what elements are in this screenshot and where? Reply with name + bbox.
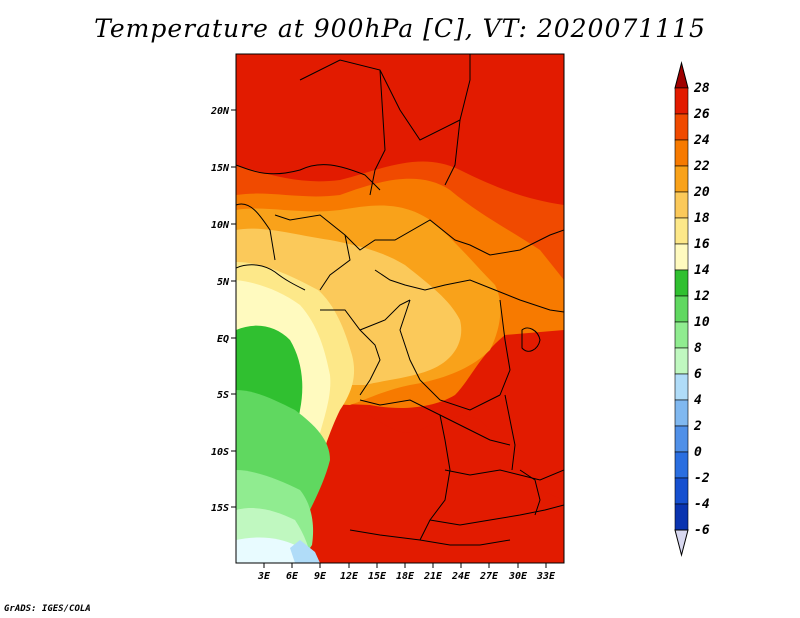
colorbar-label: 24 bbox=[693, 133, 710, 148]
lon-tick-label: 21E bbox=[423, 571, 443, 582]
colorbar-label: -4 bbox=[694, 497, 710, 512]
colorbar-box bbox=[674, 321, 689, 349]
lat-tick-label: 15S bbox=[211, 503, 229, 514]
colorbar-box bbox=[674, 243, 689, 271]
map-title: Temperature at 900hPa [C], VT: 202007111… bbox=[94, 14, 706, 43]
colorbar-label: 6 bbox=[694, 367, 702, 382]
country-borders bbox=[236, 54, 564, 546]
colorbar-label: 14 bbox=[694, 263, 710, 278]
colorbar-label: 2 bbox=[693, 419, 702, 434]
colorbar-label: -6 bbox=[694, 523, 710, 538]
lat-tick-label: 10S bbox=[211, 447, 229, 458]
colorbar-label: 4 bbox=[694, 393, 702, 408]
colorbar-label: 10 bbox=[694, 315, 710, 330]
colorbar-label: 12 bbox=[694, 289, 710, 304]
lat-tick-label: EQ bbox=[217, 334, 229, 345]
lat-tick-label: 10N bbox=[211, 220, 230, 231]
colorbar-label: 8 bbox=[694, 341, 702, 356]
colorbar-box bbox=[674, 269, 689, 297]
colorbar-box bbox=[674, 165, 689, 193]
colorbar-box bbox=[674, 399, 689, 427]
lon-tick-label: 3E bbox=[257, 571, 271, 582]
lon-tick-label: 27E bbox=[479, 571, 499, 582]
colorbar-box bbox=[674, 503, 689, 531]
footer-credit: GrADS: IGES/COLA bbox=[4, 604, 91, 614]
lon-tick-label: 15E bbox=[368, 571, 387, 582]
colorbar-box bbox=[674, 113, 689, 141]
colorbar-label: 16 bbox=[694, 237, 710, 252]
colorbar-cap-bottom bbox=[674, 529, 689, 557]
lat-tick-label: 5N bbox=[217, 277, 230, 288]
colorbar-box bbox=[674, 217, 689, 245]
lon-axis: 3E 6E 9E 12E 15E 18E 21E 24E 27E 30E 33E bbox=[257, 563, 556, 582]
map-frame bbox=[235, 53, 565, 564]
colorbar-label: 20 bbox=[693, 185, 710, 200]
colorbar-box bbox=[674, 87, 689, 115]
colorbar-label: 26 bbox=[693, 107, 710, 122]
colorbar-box bbox=[674, 373, 689, 401]
colorbar-label: 28 bbox=[693, 81, 710, 96]
colorbar-label: -2 bbox=[694, 471, 710, 486]
colorbar-box bbox=[674, 451, 689, 479]
temperature-field bbox=[236, 54, 564, 563]
colorbar-box bbox=[674, 295, 689, 323]
lon-tick-label: 33E bbox=[536, 571, 556, 582]
lon-tick-label: 18E bbox=[396, 571, 415, 582]
colorbar-label: 22 bbox=[693, 159, 710, 174]
lon-tick-label: 30E bbox=[508, 571, 528, 582]
colorbar-box bbox=[674, 139, 689, 167]
lon-tick-label: 6E bbox=[286, 571, 299, 582]
colorbar-box bbox=[674, 425, 689, 453]
lon-tick-label: 9E bbox=[314, 571, 327, 582]
colorbar-box bbox=[674, 347, 689, 375]
colorbar-box bbox=[674, 477, 689, 505]
colorbar-cap-top bbox=[674, 61, 689, 89]
lon-tick-label: 24E bbox=[451, 571, 471, 582]
lon-tick-label: 12E bbox=[340, 571, 359, 582]
lat-axis: 20N 15N 10N 5N EQ 5S 10S 15S bbox=[210, 106, 236, 514]
colorbar-label: 0 bbox=[694, 445, 702, 460]
lat-tick-label: 20N bbox=[210, 106, 230, 117]
colorbar-box bbox=[674, 191, 689, 219]
colorbar-label: 18 bbox=[694, 211, 710, 226]
lat-tick-label: 15N bbox=[211, 163, 230, 174]
lat-tick-label: 5S bbox=[217, 390, 229, 401]
